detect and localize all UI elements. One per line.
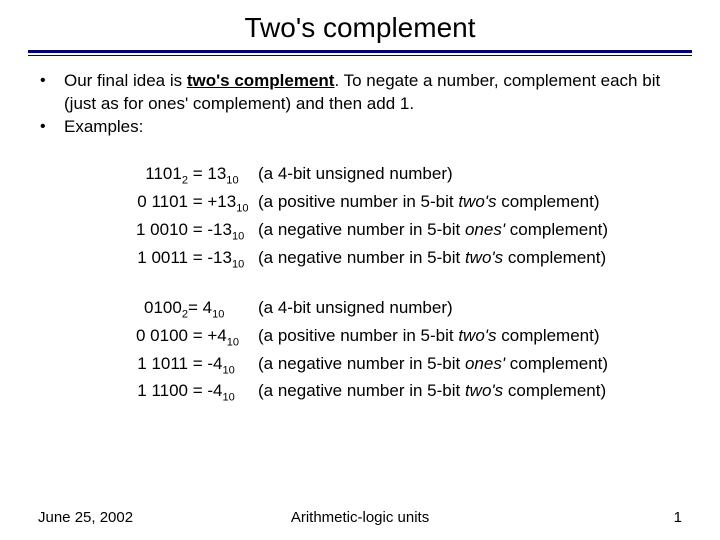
binary-value: 1 1011 (104, 351, 188, 379)
row-description: (a positive number in 5-bit two's comple… (258, 323, 680, 351)
footer-date: June 25, 2002 (38, 509, 253, 526)
row-description: (a negative number in 5-bit ones' comple… (258, 351, 680, 379)
equals-value: = -410 (188, 351, 258, 379)
table-row: 1 0010 = -1310 (a negative number in 5-b… (104, 217, 680, 245)
row-description: (a 4-bit unsigned number) (258, 161, 680, 189)
table-row: 0 1101 = +1310 (a positive number in 5-b… (104, 189, 680, 217)
equals-value: = -410 (188, 378, 258, 406)
content-area: • Our final idea is two's complement. To… (0, 56, 720, 406)
binary-value: 11012 (104, 161, 188, 189)
equals-value: = 410 (188, 295, 258, 323)
bullet-glyph: • (40, 116, 64, 139)
row-description: (a 4-bit unsigned number) (258, 295, 680, 323)
row-description: (a positive number in 5-bit two's comple… (258, 189, 680, 217)
row-description: (a negative number in 5-bit ones' comple… (258, 217, 680, 245)
equals-value: = +1310 (188, 189, 258, 217)
slide-footer: June 25, 2002 Arithmetic-logic units 1 (0, 509, 720, 526)
equals-value: = 1310 (188, 161, 258, 189)
slide-title-area: Two's complement (0, 0, 720, 44)
example-block-2: 01002 = 410 (a 4-bit unsigned number) 0 … (104, 295, 680, 407)
binary-value: 1 1100 (104, 378, 188, 406)
footer-page: 1 (467, 509, 682, 526)
row-description: (a negative number in 5-bit two's comple… (258, 378, 680, 406)
binary-value: 0 1101 (104, 189, 188, 217)
table-row: 11012 = 1310 (a 4-bit unsigned number) (104, 161, 680, 189)
table-row: 0 0100 = +410 (a positive number in 5-bi… (104, 323, 680, 351)
bullet-2-text: Examples: (64, 116, 680, 139)
bullet-glyph: • (40, 70, 64, 116)
table-row: 1 1100 = -410 (a negative number in 5-bi… (104, 378, 680, 406)
table-row: 01002 = 410 (a 4-bit unsigned number) (104, 295, 680, 323)
footer-center: Arithmetic-logic units (253, 509, 468, 526)
row-description: (a negative number in 5-bit two's comple… (258, 245, 680, 273)
example-block-1: 11012 = 1310 (a 4-bit unsigned number) 0… (104, 161, 680, 273)
binary-value: 1 0010 (104, 217, 188, 245)
slide-title: Two's complement (0, 12, 720, 44)
equals-value: = +410 (188, 323, 258, 351)
binary-value: 0 0100 (104, 323, 188, 351)
binary-value: 01002 (104, 295, 188, 323)
b1-bold: two's complement (187, 71, 335, 90)
equals-value: = -1310 (188, 217, 258, 245)
table-row: 1 1011 = -410 (a negative number in 5-bi… (104, 351, 680, 379)
binary-value: 1 0011 (104, 245, 188, 273)
bullet-2: • Examples: (40, 116, 680, 139)
bullet-1-text: Our final idea is two's complement. To n… (64, 70, 680, 116)
table-row: 1 0011 = -1310 (a negative number in 5-b… (104, 245, 680, 273)
bullet-1: • Our final idea is two's complement. To… (40, 70, 680, 116)
b1-pre: Our final idea is (64, 71, 187, 90)
equals-value: = -1310 (188, 245, 258, 273)
